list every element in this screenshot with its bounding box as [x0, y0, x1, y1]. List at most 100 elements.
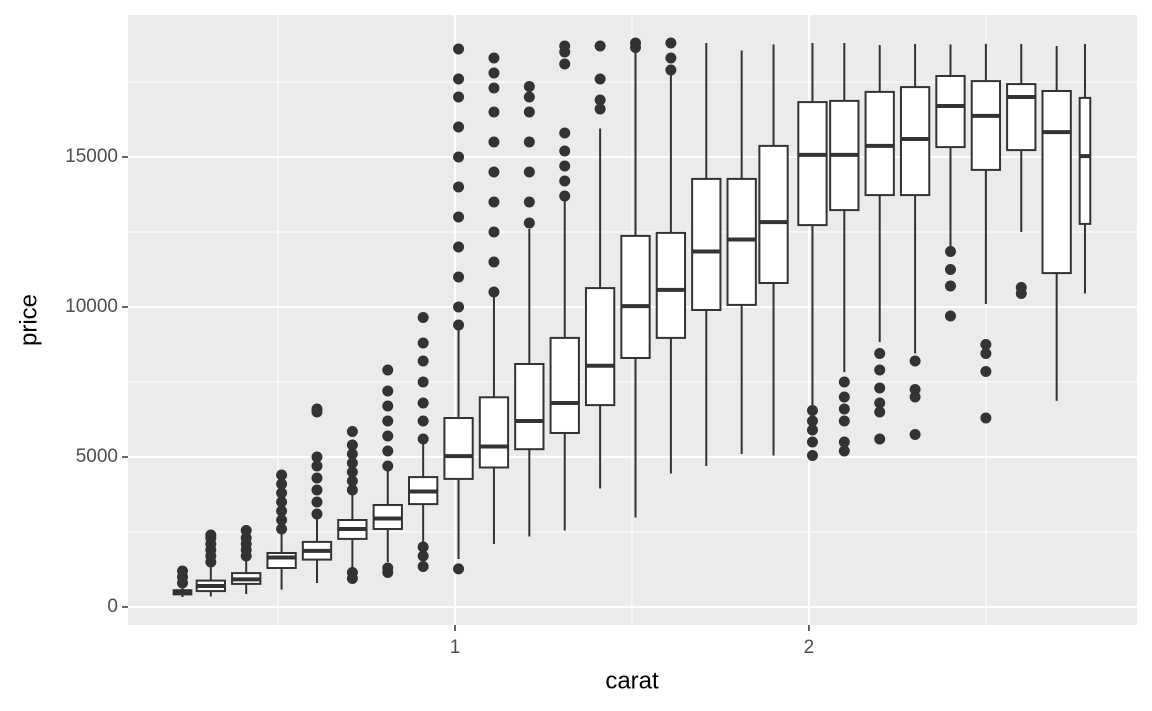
- outlier: [346, 448, 358, 460]
- outlier: [523, 91, 535, 103]
- outlier: [874, 382, 886, 394]
- outlier: [1015, 281, 1027, 293]
- box: [1078, 96, 1092, 225]
- outlier: [559, 160, 571, 172]
- outlier: [909, 355, 921, 367]
- outlier: [417, 415, 429, 427]
- outlier: [276, 478, 288, 490]
- outlier: [980, 338, 992, 350]
- outlier: [205, 529, 217, 541]
- outlier: [382, 400, 394, 412]
- outlier: [838, 436, 850, 448]
- outlier: [523, 136, 535, 148]
- outlier: [838, 403, 850, 415]
- box: [1041, 89, 1072, 275]
- outlier: [311, 460, 323, 472]
- outlier: [311, 403, 323, 415]
- outlier: [453, 563, 465, 575]
- outlier: [838, 376, 850, 388]
- box: [549, 336, 580, 434]
- outlier: [980, 347, 992, 359]
- outlier: [488, 286, 500, 298]
- outlier: [417, 560, 429, 572]
- outlier: [453, 181, 465, 193]
- outlier: [523, 166, 535, 178]
- outlier: [594, 103, 606, 115]
- outlier: [417, 311, 429, 323]
- outlier: [346, 566, 358, 578]
- outlier: [453, 301, 465, 313]
- outlier: [665, 64, 677, 76]
- outlier: [488, 256, 500, 268]
- outlier: [909, 383, 921, 395]
- outlier: [488, 166, 500, 178]
- outlier: [874, 397, 886, 409]
- outlier: [417, 433, 429, 445]
- y-tick-label: 10000: [65, 296, 118, 317]
- outlier: [838, 415, 850, 427]
- outlier: [488, 106, 500, 118]
- outlier: [382, 385, 394, 397]
- outlier: [980, 412, 992, 424]
- box: [691, 177, 722, 311]
- outlier: [346, 425, 358, 437]
- box: [935, 74, 966, 149]
- outlier: [806, 404, 818, 416]
- outlier: [346, 484, 358, 496]
- outlier: [240, 524, 252, 536]
- outlier: [488, 67, 500, 79]
- outlier: [311, 472, 323, 484]
- outlier: [944, 310, 956, 322]
- outlier: [382, 415, 394, 427]
- outlier: [453, 121, 465, 133]
- outlier: [311, 508, 323, 520]
- outlier: [453, 211, 465, 223]
- outlier: [276, 505, 288, 517]
- outlier: [559, 190, 571, 202]
- outlier: [523, 106, 535, 118]
- outlier: [806, 449, 818, 461]
- outlier: [453, 241, 465, 253]
- outlier: [944, 245, 956, 257]
- outlier: [838, 445, 850, 457]
- outlier: [488, 52, 500, 64]
- box: [514, 362, 545, 451]
- outlier: [177, 565, 189, 577]
- outlier: [594, 40, 606, 52]
- outlier: [874, 406, 886, 418]
- outlier: [417, 337, 429, 349]
- outlier: [311, 496, 323, 508]
- outlier: [453, 73, 465, 85]
- outlier: [346, 475, 358, 487]
- outlier: [417, 550, 429, 562]
- outlier: [559, 145, 571, 157]
- outlier: [630, 37, 642, 49]
- outlier: [874, 433, 886, 445]
- outlier: [453, 43, 465, 55]
- outlier: [523, 217, 535, 229]
- outlier: [311, 451, 323, 463]
- outlier: [523, 196, 535, 208]
- outlier: [594, 73, 606, 85]
- box: [758, 144, 789, 284]
- outlier: [382, 460, 394, 472]
- box: [864, 90, 895, 197]
- outlier: [944, 280, 956, 292]
- outlier: [453, 151, 465, 163]
- outlier: [382, 445, 394, 457]
- box: [1006, 83, 1037, 152]
- outlier: [311, 484, 323, 496]
- outlier: [523, 80, 535, 92]
- box: [620, 234, 651, 359]
- outlier: [417, 397, 429, 409]
- x-tick-label: 2: [804, 637, 815, 658]
- outlier: [276, 523, 288, 535]
- box: [584, 287, 616, 407]
- outlier: [559, 58, 571, 70]
- outlier: [665, 52, 677, 64]
- box: [655, 231, 687, 339]
- outlier: [806, 424, 818, 436]
- outlier: [594, 94, 606, 106]
- outlier: [488, 226, 500, 238]
- outlier: [382, 430, 394, 442]
